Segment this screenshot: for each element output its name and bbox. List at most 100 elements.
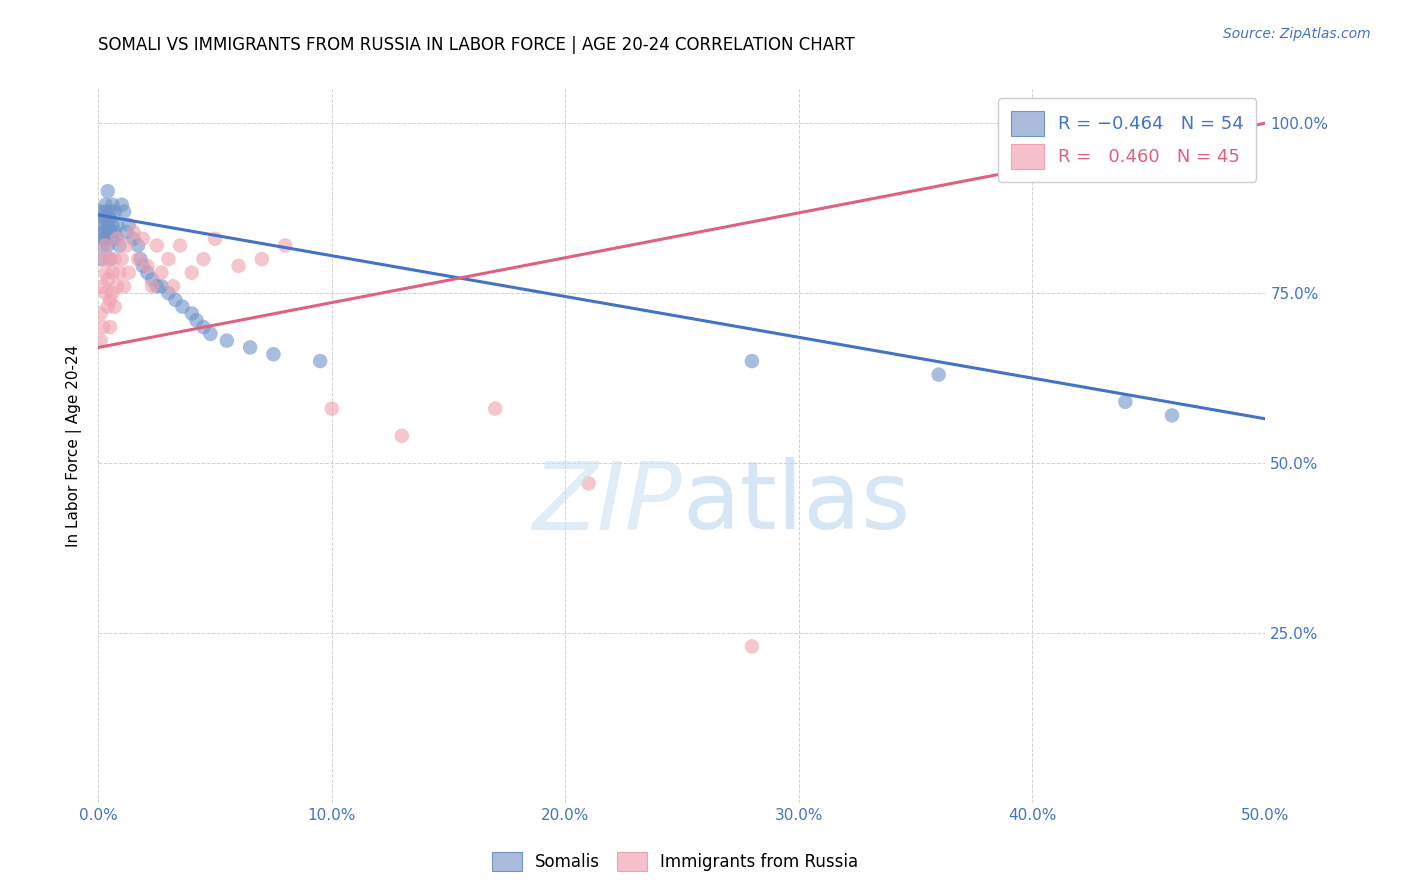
Point [122, 232, 145, 246]
Point [115, 225, 138, 239]
Point [98, 320, 121, 334]
Point [162, 279, 184, 293]
Point [141, 272, 163, 286]
Point [165, 293, 187, 307]
Point [193, 320, 215, 334]
Point [98, 204, 121, 219]
Point [321, 401, 343, 416]
Text: ZIP: ZIP [533, 458, 682, 549]
Point [105, 232, 128, 246]
Point [91, 252, 114, 266]
Point [104, 252, 127, 266]
Point [104, 300, 127, 314]
Point [741, 640, 763, 654]
Point [94, 198, 117, 212]
Point [228, 259, 250, 273]
Point [111, 252, 134, 266]
Point [108, 238, 131, 252]
Point [111, 198, 134, 212]
Point [101, 218, 124, 232]
Point [180, 266, 202, 280]
Legend: R = −0.464   N = 54, R =   0.460   N = 45: R = −0.464 N = 54, R = 0.460 N = 45 [998, 98, 1257, 182]
Legend: Somalis, Immigrants from Russia: Somalis, Immigrants from Russia [484, 843, 866, 880]
Point [108, 266, 131, 280]
Point [239, 341, 262, 355]
Point [180, 306, 202, 320]
Point [91, 218, 114, 232]
Point [97, 184, 120, 198]
Point [105, 232, 128, 246]
Point [169, 238, 191, 252]
Point [132, 232, 155, 246]
Point [141, 279, 163, 293]
Point [101, 286, 124, 301]
Point [118, 266, 141, 280]
Point [91, 320, 114, 334]
Point [136, 259, 159, 273]
Point [115, 238, 138, 252]
Point [91, 279, 114, 293]
Point [98, 293, 121, 307]
Point [172, 300, 194, 314]
Point [97, 272, 120, 286]
Text: SOMALI VS IMMIGRANTS FROM RUSSIA IN LABOR FORCE | AGE 20-24 CORRELATION CHART: SOMALI VS IMMIGRANTS FROM RUSSIA IN LABO… [98, 36, 855, 54]
Point [98, 225, 121, 239]
Point [193, 252, 215, 266]
Point [204, 232, 226, 246]
Point [101, 266, 124, 280]
Point [91, 232, 114, 246]
Point [98, 252, 121, 266]
Point [98, 252, 121, 266]
Point [150, 266, 173, 280]
Point [94, 204, 117, 219]
Point [98, 211, 121, 226]
Point [1114, 394, 1136, 409]
Point [90, 204, 112, 219]
Point [146, 279, 169, 293]
Point [101, 232, 124, 246]
Point [274, 238, 297, 252]
Point [101, 198, 124, 212]
Point [578, 476, 600, 491]
Point [112, 279, 135, 293]
Point [157, 252, 180, 266]
Y-axis label: In Labor Force | Age 20-24: In Labor Force | Age 20-24 [66, 345, 83, 547]
Point [122, 225, 145, 239]
Point [97, 218, 120, 232]
Point [91, 238, 114, 252]
Point [741, 354, 763, 368]
Point [200, 326, 222, 341]
Point [262, 347, 284, 361]
Point [309, 354, 332, 368]
Point [118, 218, 141, 232]
Point [129, 252, 152, 266]
Text: Source: ZipAtlas.com: Source: ZipAtlas.com [1223, 27, 1371, 41]
Point [104, 204, 127, 219]
Point [112, 204, 135, 219]
Point [90, 225, 112, 239]
Point [484, 401, 506, 416]
Point [146, 238, 169, 252]
Point [928, 368, 950, 382]
Point [391, 429, 413, 443]
Point [127, 252, 149, 266]
Point [104, 225, 127, 239]
Point [136, 266, 159, 280]
Point [90, 334, 112, 348]
Point [157, 286, 180, 301]
Point [150, 279, 173, 293]
Point [94, 238, 117, 252]
Point [91, 211, 114, 226]
Point [97, 300, 120, 314]
Point [94, 232, 117, 246]
Point [215, 334, 238, 348]
Point [94, 225, 117, 239]
Point [105, 218, 128, 232]
Point [127, 238, 149, 252]
Point [132, 259, 155, 273]
Point [94, 211, 117, 226]
Point [90, 306, 112, 320]
Point [105, 279, 128, 293]
Point [97, 238, 120, 252]
Point [186, 313, 208, 327]
